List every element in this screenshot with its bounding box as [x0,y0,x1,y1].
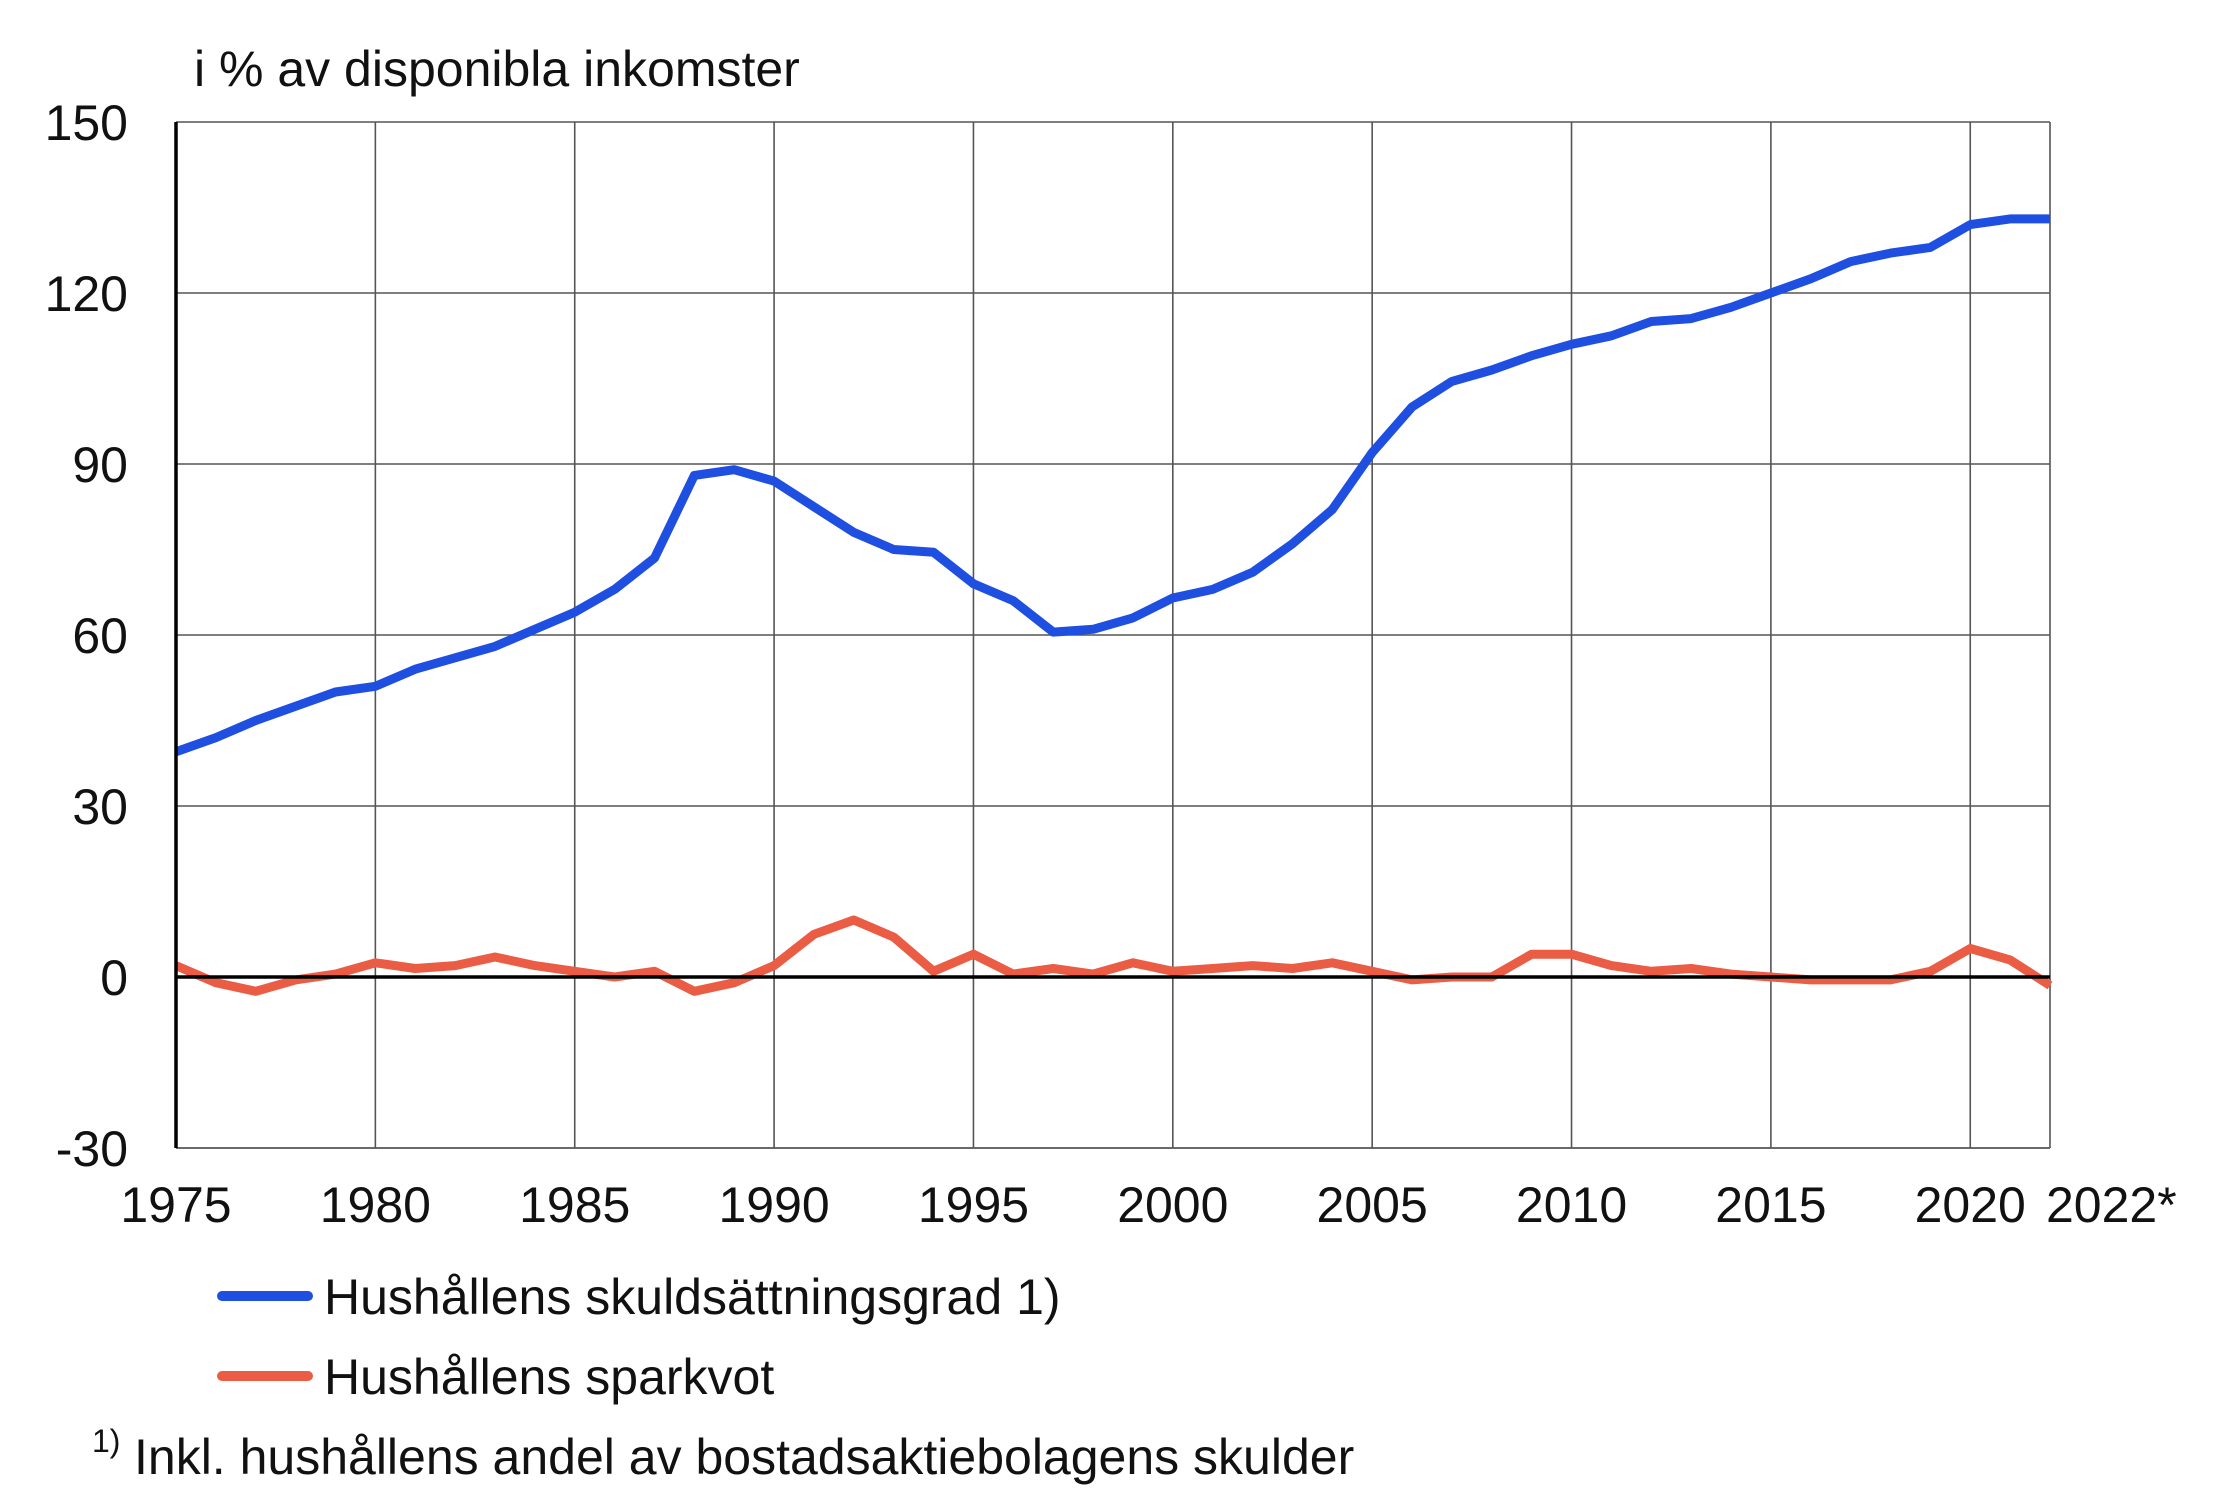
x-tick-label: 1980 [320,1177,431,1233]
x-tick-label: 1990 [718,1177,829,1233]
footnote-text: Inkl. hushållens andel av bostadsaktiebo… [134,1429,1354,1485]
y-axis-tick-labels: -30 0 30 60 90 120 150 [45,95,128,1177]
y-tick-label: -30 [56,1121,128,1177]
x-tick-label: 2020 [1915,1177,2026,1233]
x-tick-label: 1975 [120,1177,231,1233]
y-tick-label: 30 [72,779,128,835]
gridlines [176,121,2051,1149]
y-tick-label: 60 [72,608,128,664]
x-tick-label: 2005 [1317,1177,1428,1233]
y-tick-label: 0 [100,950,128,1006]
legend-label-skuldsattningsgrad: Hushållens skuldsättningsgrad 1) [324,1269,1061,1325]
x-tick-label: 2022* [2046,1177,2177,1233]
series-line-skuldsattningsgrad [174,214,2050,757]
x-axis-tick-labels: 1975 1980 1985 1990 1995 2000 2005 2010 2015 2020… [120,1177,2176,1233]
y-axis-unit-label: i % av disponibla inkomster [194,41,800,97]
series-line-sparkvot [174,915,2053,996]
y-tick-label: 90 [72,437,128,493]
y-tick-label: 120 [45,266,128,322]
x-tick-label: 1995 [918,1177,1029,1233]
x-tick-label: 2000 [1117,1177,1228,1233]
x-tick-label: 2010 [1516,1177,1627,1233]
footnote: 1) Inkl. hushållens andel av bostadsakti… [92,1423,1354,1485]
x-tick-label: 2015 [1715,1177,1826,1233]
x-tick-label: 1985 [519,1177,630,1233]
y-tick-label: 150 [45,95,128,151]
series-lines [174,214,2053,996]
footnote-marker: 1) [92,1423,120,1459]
legend-label-sparkvot: Hushållens sparkvot [324,1349,774,1405]
legend: Hushållens skuldsättningsgrad 1) Hushåll… [217,1269,1061,1405]
